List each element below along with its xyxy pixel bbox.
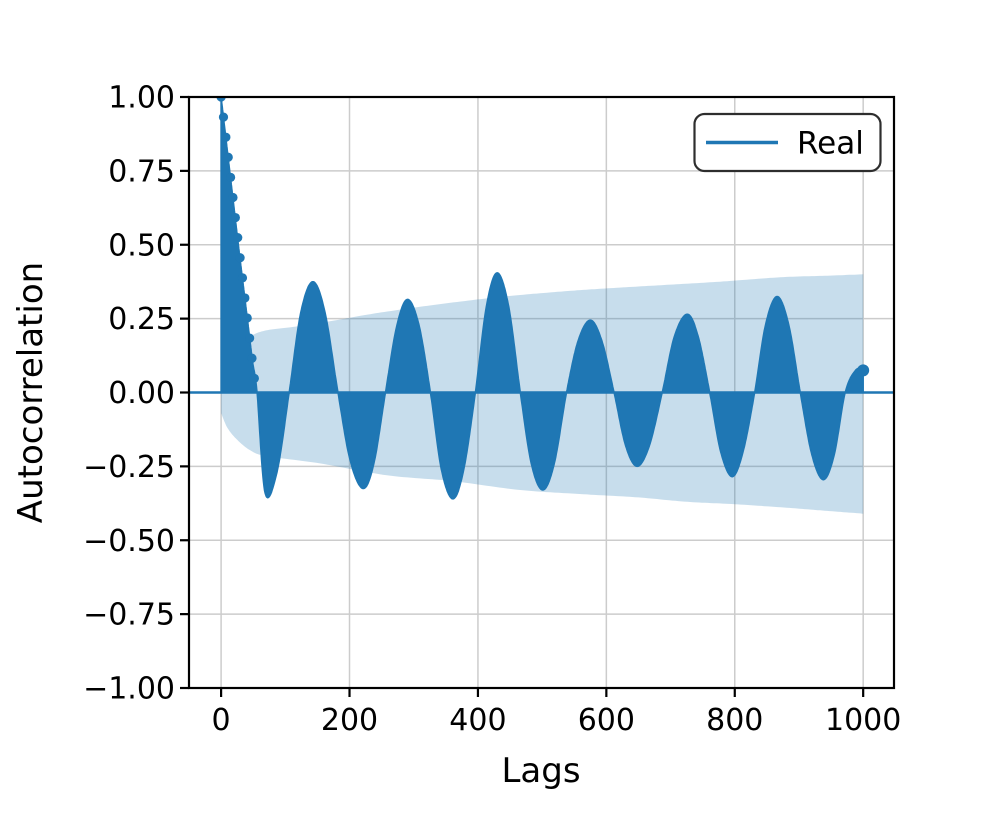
x-tick-label: 400 bbox=[449, 703, 506, 738]
acf-marker-dot bbox=[240, 293, 250, 303]
axis-ticks bbox=[180, 95, 865, 697]
y-tick-label: 0.75 bbox=[108, 154, 175, 189]
tick-labels: 0 200 400 600 800 1000 1.00 0.75 0.50 0.25 0.00 −0.… bbox=[83, 81, 901, 739]
acf-marker-dot bbox=[233, 233, 243, 243]
acf-marker-dot bbox=[230, 212, 240, 223]
y-tick-label: −0.75 bbox=[83, 598, 175, 633]
acf-marker-dot bbox=[218, 112, 229, 122]
y-tick-label: 0.50 bbox=[108, 228, 175, 263]
y-tick-label: −0.50 bbox=[83, 524, 175, 559]
y-tick-label: −0.25 bbox=[83, 450, 175, 485]
acf-stem-fill bbox=[220, 97, 864, 500]
y-axis-label: Autocorrelation bbox=[11, 262, 51, 523]
legend-box bbox=[693, 112, 882, 173]
acf-last-marker-dot bbox=[857, 364, 870, 377]
x-tick-label: 200 bbox=[321, 703, 378, 738]
acf-marker-dot bbox=[228, 192, 238, 203]
y-tick-label: −1.00 bbox=[83, 672, 175, 707]
acf-marker-dot bbox=[237, 273, 248, 283]
acf-marker-dot bbox=[245, 333, 255, 343]
x-tick-label: 0 bbox=[212, 703, 231, 738]
x-tick-label: 1000 bbox=[825, 703, 901, 738]
y-tick-label: 0.25 bbox=[108, 302, 175, 337]
legend-label: Real bbox=[797, 126, 864, 162]
legend: Real bbox=[693, 112, 882, 173]
y-tick-label: 1.00 bbox=[108, 81, 175, 116]
acf-marker-dot bbox=[221, 132, 231, 142]
acf-marker-dot bbox=[235, 253, 245, 263]
x-tick-label: 600 bbox=[578, 703, 635, 738]
series-real bbox=[189, 97, 894, 500]
x-tick-label: 800 bbox=[706, 703, 763, 738]
acf-marker-dot bbox=[249, 373, 259, 383]
acf-marker-dot bbox=[247, 353, 257, 363]
acf-marker-dot bbox=[242, 313, 252, 323]
y-tick-label: 0.00 bbox=[108, 376, 175, 411]
acf-marker-dot bbox=[223, 152, 233, 162]
x-axis-label: Lags bbox=[501, 751, 580, 791]
acf-marker-dot bbox=[216, 97, 226, 102]
acf-marker-dot bbox=[226, 172, 236, 182]
